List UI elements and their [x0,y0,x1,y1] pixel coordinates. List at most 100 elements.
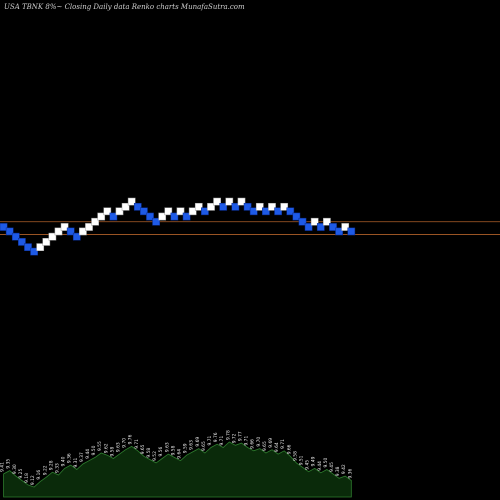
volume-label: 9.58 [292,451,298,461]
volume-label: 9.45 [329,462,335,472]
renko-brick-up [48,232,57,241]
renko-brick-up [280,202,289,211]
volume-label: 9.45 [305,460,311,470]
renko-brick-up [164,207,173,216]
volume-label: 9.44 [85,449,91,459]
volume-label: 9.70 [256,437,262,447]
volume-label: 9.25 [18,469,24,479]
volume-label: 9.58 [109,447,115,457]
volume-label: 9.65 [201,441,207,451]
renko-brick-up [127,197,136,206]
renko-brick-down [24,243,32,251]
volume-label: 9.50 [323,458,329,468]
renko-brick-up [310,217,319,226]
volume-label: 9.33 [55,463,61,473]
renko-brick-up [85,223,93,231]
renko-brick-up [255,202,264,211]
volume-label: 9.59 [183,443,189,453]
volume-label: 9.77 [238,431,244,441]
volume-label: 9.71 [280,439,286,449]
volume-label: 9.71 [219,436,225,446]
volume-label: 9.52 [152,451,158,461]
renko-brick-down [152,217,160,226]
renko-brick-down [243,202,252,211]
renko-brick-down [66,227,75,236]
renko-brick-up [79,227,87,236]
renko-brick-up [176,207,185,216]
renko-brick-up [60,223,69,231]
renko-brick-down [274,207,282,216]
renko-brick-down [0,223,8,231]
volume-label: 9.63 [116,442,122,452]
renko-brick-down [249,207,258,216]
renko-brick-down [304,223,313,231]
renko-brick-down [182,212,191,221]
renko-brick-down [347,227,356,236]
renko-brick-down [140,207,148,216]
volume-label: 9.76 [213,432,219,442]
renko-brick-up [91,217,99,226]
volume-label: 9.64 [177,449,183,459]
renko-brick-down [298,217,307,226]
volume-area [3,441,352,498]
renko-brick-up [188,207,197,216]
renko-brick-down [286,207,295,216]
renko-brick-down [109,212,118,221]
volume-label: 9.36 [347,469,353,479]
renko-brick-up [97,212,106,221]
volume-label: 9.22 [42,465,48,475]
renko-brick-down [335,227,343,236]
volume-label: 9.72 [231,433,237,443]
volume-label: 9.51 [299,455,305,465]
volume-label: 9.78 [225,430,231,440]
renko-brick-down [170,212,179,221]
renko-brick-down [72,232,81,241]
renko-brick-down [30,247,38,256]
renko-brick-up [103,207,112,216]
chart-title: USA TBNK 8%~ Closing Daily data Renko ch… [4,3,245,11]
volume-label: 9.69 [195,437,201,447]
volume-panel: 9.41 9.359.30 9.25 9.18 9.129.16 9.229.28 9.33… [0,430,353,498]
renko-brick-down [292,212,301,221]
renko-brick-down [219,202,228,211]
renko-brick-up [225,197,234,206]
volume-label: 9.71 [244,436,250,446]
volume-label: 9.70 [122,438,128,448]
volume-label: 9.66 [250,439,256,449]
renko-brick-down [262,207,270,216]
renko-brick-up [158,212,167,221]
renko-brick-up [268,202,276,211]
volume-label: 9.12 [30,475,36,485]
renko-brick-down [11,232,20,241]
renko-brick-down [5,227,14,236]
volume-label: 9.62 [103,443,109,453]
renko-brick-up [194,202,203,211]
volume-label: 9.65 [262,441,268,451]
volume-label: 9.30 [12,464,18,474]
volume-label: 9.31 [73,458,79,468]
renko-brick-down [201,207,209,216]
renko-brick-up [54,227,63,236]
volume-label: 9.69 [268,438,274,448]
volume-label: 9.38 [335,466,341,476]
volume-label: 9.71 [134,439,140,449]
renko-brick-down [329,223,337,231]
renko-brick-down [146,212,154,221]
volume-label: 9.58 [170,445,176,455]
volume-label: 9.71 [207,436,213,446]
renko-bricks [0,197,356,256]
volume-label: 9.18 [24,473,30,483]
renko-brick-up [121,202,130,211]
volume-label: 9.28 [48,460,54,470]
volume-label: 9.64 [274,442,280,452]
renko-brick-down [133,202,142,211]
volume-label: 9.55 [97,441,103,451]
volume-label: 9.16 [36,470,42,480]
volume-label: 9.58 [146,448,152,458]
volume-label: 9.37 [79,452,85,462]
renko-brick-up [36,243,45,251]
volume-label: 9.56 [158,447,164,457]
renko-brick-down [231,202,240,211]
